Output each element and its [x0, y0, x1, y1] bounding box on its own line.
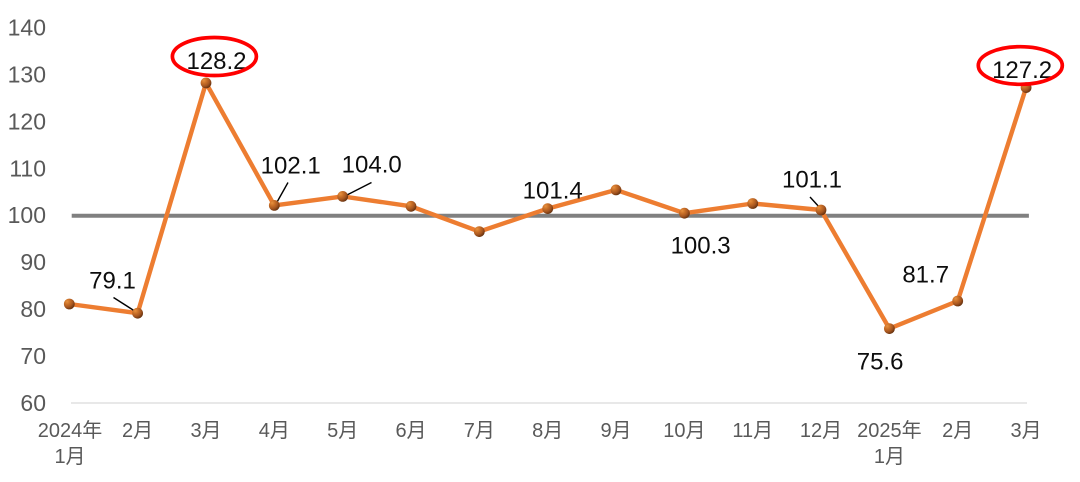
svg-text:7月: 7月 — [464, 420, 495, 442]
svg-text:12月: 12月 — [800, 420, 842, 442]
svg-text:11月: 11月 — [732, 420, 773, 442]
svg-text:90: 90 — [20, 249, 46, 275]
svg-text:2024年: 2024年 — [38, 419, 103, 442]
svg-text:10月: 10月 — [663, 420, 705, 442]
svg-text:70: 70 — [20, 343, 46, 369]
svg-text:101.1: 101.1 — [782, 167, 842, 194]
svg-text:4月: 4月 — [259, 420, 290, 442]
svg-text:3月: 3月 — [1011, 420, 1042, 442]
svg-text:130: 130 — [8, 62, 46, 88]
svg-text:128.2: 128.2 — [186, 48, 246, 75]
svg-text:2月: 2月 — [942, 420, 973, 442]
svg-text:2025年: 2025年 — [857, 419, 922, 442]
svg-text:140: 140 — [8, 15, 46, 41]
svg-text:9月: 9月 — [600, 420, 631, 442]
svg-text:120: 120 — [8, 108, 46, 134]
svg-text:79.1: 79.1 — [89, 268, 136, 295]
svg-text:102.1: 102.1 — [261, 153, 321, 180]
svg-text:101.4: 101.4 — [523, 178, 583, 205]
svg-text:8月: 8月 — [532, 420, 563, 442]
svg-text:127.2: 127.2 — [992, 57, 1052, 84]
svg-text:6月: 6月 — [395, 420, 426, 442]
svg-text:60: 60 — [20, 390, 46, 416]
svg-text:75.6: 75.6 — [857, 349, 904, 376]
svg-text:110: 110 — [9, 155, 46, 181]
svg-text:80: 80 — [20, 296, 46, 322]
svg-text:100.3: 100.3 — [671, 233, 731, 260]
svg-text:100: 100 — [8, 202, 46, 228]
svg-text:81.7: 81.7 — [902, 262, 949, 289]
svg-text:104.0: 104.0 — [342, 152, 402, 179]
svg-text:3月: 3月 — [190, 420, 221, 442]
svg-text:2月: 2月 — [122, 420, 153, 442]
svg-text:1月: 1月 — [54, 446, 85, 468]
svg-text:5月: 5月 — [327, 420, 358, 442]
svg-text:1月: 1月 — [874, 446, 905, 468]
